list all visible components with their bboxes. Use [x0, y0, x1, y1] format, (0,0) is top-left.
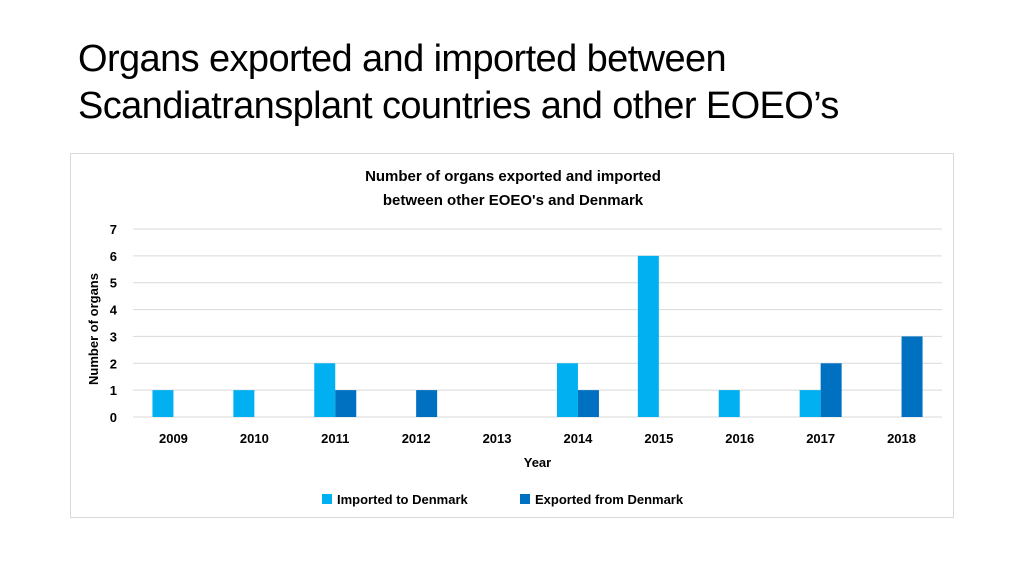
bar-exported-2014	[577, 390, 599, 417]
x-tick-label: 2017	[806, 431, 835, 446]
bar-exported-2011	[335, 390, 357, 417]
bar-exported-2017	[820, 363, 842, 417]
slide-title-line-2: Scandiatransplant countries and other EO…	[78, 85, 839, 127]
bar-imported-2016	[718, 390, 740, 417]
y-tick-label: 0	[110, 410, 117, 425]
legend-label: Imported to Denmark	[337, 492, 469, 507]
slide-title: Organs exported and imported between Sca…	[78, 36, 978, 130]
y-axis-label: Number of organs	[86, 273, 101, 385]
chart-title-line-1: Number of organs exported and imported	[365, 168, 661, 185]
chart-title-line-2: between other EOEO's and Denmark	[383, 192, 644, 209]
legend-label: Exported from Denmark	[535, 492, 684, 507]
y-tick-label: 3	[110, 329, 117, 344]
y-tick-label: 7	[110, 222, 117, 237]
bar-imported-2009	[152, 390, 174, 417]
bar-exported-2018	[901, 336, 923, 417]
bar-imported-2015	[637, 255, 659, 417]
x-tick-label: 2011	[321, 431, 349, 446]
bar-imported-2017	[799, 390, 821, 417]
legend-swatch	[322, 494, 332, 504]
slide-title-line-1: Organs exported and imported between	[78, 38, 727, 80]
y-tick-label: 2	[110, 356, 117, 371]
bar-exported-2012	[416, 390, 438, 417]
y-tick-label: 1	[110, 383, 117, 398]
bar-chart: Number of organs exported and imported be…	[86, 168, 942, 507]
x-tick-label: 2018	[887, 431, 916, 446]
y-tick-label: 5	[110, 276, 117, 291]
chart-frame: Number of organs exported and imported be…	[70, 153, 954, 518]
x-tick-label: 2013	[483, 431, 512, 446]
x-tick-label: 2016	[725, 431, 754, 446]
bar-imported-2011	[314, 363, 336, 417]
x-axis-label: Year	[524, 455, 551, 470]
x-tick-label: 2012	[402, 431, 431, 446]
bar-imported-2010	[233, 390, 255, 417]
legend-swatch	[520, 494, 530, 504]
y-tick-label: 6	[110, 249, 117, 264]
x-tick-label: 2010	[240, 431, 269, 446]
x-tick-label: 2014	[563, 431, 593, 446]
x-tick-label: 2015	[644, 431, 673, 446]
x-tick-label: 2009	[159, 431, 188, 446]
y-tick-label: 4	[110, 303, 118, 318]
bar-imported-2014	[556, 363, 578, 417]
